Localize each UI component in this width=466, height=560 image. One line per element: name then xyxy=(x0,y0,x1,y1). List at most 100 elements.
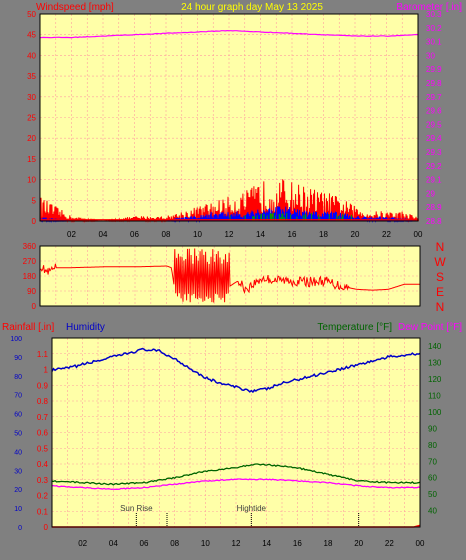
temperature-tick-label: 130 xyxy=(428,359,442,368)
climate-x-tick-label: 10 xyxy=(201,539,210,548)
humidity-tick-label: 40 xyxy=(14,449,22,456)
direction-series-line xyxy=(39,248,420,303)
temperature-tick-label: 60 xyxy=(428,474,437,483)
barometer-tick-label: 30 xyxy=(426,51,435,60)
windspeed-tick-label: 45 xyxy=(27,31,36,40)
wind-x-tick-label: 00 xyxy=(414,230,423,239)
direction-tick-label: 0 xyxy=(32,302,37,311)
rainfall-tick-label: 0.1 xyxy=(37,507,49,516)
climate-x-tick-label: 02 xyxy=(78,539,87,548)
wind-x-tick-label: 10 xyxy=(193,230,202,239)
rain-humidity-temperature-panel: 0 0.1 0.2 0.3 0.4 0.5 0.6 0.7 0.8 0.9 1 1.1 0 10 20 30 4… xyxy=(10,336,442,548)
compass-label: S xyxy=(436,270,444,284)
rainfall-tick-label: 0.8 xyxy=(37,397,49,406)
humidity-tick-label: 30 xyxy=(14,468,22,475)
windspeed-tick-label: 20 xyxy=(27,134,36,143)
barometer-tick-label: 29.2 xyxy=(426,162,442,171)
wind-x-tick-label: 08 xyxy=(162,230,171,239)
wind-x-tick-label: 18 xyxy=(319,230,328,239)
temperature-tick-label: 140 xyxy=(428,342,442,351)
compass-label: E xyxy=(436,285,444,299)
rainfall-tick-label: 0.7 xyxy=(37,413,49,422)
barometer-tick-label: 29.4 xyxy=(426,134,442,143)
wind-plot-frame xyxy=(39,13,419,222)
dewpoint-series-line xyxy=(51,478,421,491)
windspeed-tick-label: 10 xyxy=(27,176,36,185)
direction-tick-label: 180 xyxy=(23,272,37,281)
rainfall-tick-label: 0.5 xyxy=(37,444,49,453)
temperature-series-line xyxy=(51,463,421,486)
climate-x-tick-label: 00 xyxy=(416,539,425,548)
barometer-tick-label: 30.3 xyxy=(426,10,442,19)
barometer-tick-label: 30.2 xyxy=(426,24,442,33)
temperature-tick-label: 40 xyxy=(428,507,437,516)
barometer-tick-label: 29.5 xyxy=(426,120,442,129)
windspeed-tick-label: 30 xyxy=(27,93,36,102)
windspeed-tick-label: 35 xyxy=(27,72,36,81)
barometer-tick-label: 28.8 xyxy=(426,217,442,226)
windspeed-tick-label: 25 xyxy=(27,114,36,123)
humidity-tick-label: 80 xyxy=(14,374,22,381)
climate-x-tick-label: 04 xyxy=(109,539,118,548)
barometer-tick-label: 29.8 xyxy=(426,79,442,88)
chart-title: 24 hour graph day May 13 2025 xyxy=(181,2,323,13)
temperature-tick-label: 110 xyxy=(428,392,441,401)
climate-x-tick-label: 14 xyxy=(262,539,271,548)
humidity-tick-label: 70 xyxy=(14,393,22,400)
compass-label: N xyxy=(436,300,445,314)
humidity-tick-label: 90 xyxy=(14,355,22,362)
humidity-tick-label: 0 xyxy=(18,525,22,532)
humidity-axis-label: Humidity xyxy=(66,322,105,333)
temperature-tick-label: 50 xyxy=(428,490,437,499)
windspeed-axis-label: Windspeed [mph] xyxy=(36,2,114,13)
wind-x-tick-label: 12 xyxy=(225,230,234,239)
humidity-tick-label: 100 xyxy=(10,336,22,343)
compass-label: W xyxy=(434,255,446,269)
direction-tick-label: 90 xyxy=(27,287,36,296)
windspeed-tick-label: 40 xyxy=(27,51,36,60)
wind-x-tick-label: 22 xyxy=(382,230,391,239)
climate-x-tick-label: 16 xyxy=(293,539,302,548)
humidity-tick-label: 20 xyxy=(14,487,22,494)
event-label: Hightide xyxy=(237,504,267,513)
barometer-tick-label: 29.6 xyxy=(426,107,442,116)
dewpoint-axis-label: Dew Point [°F] xyxy=(398,322,462,333)
temperature-tick-label: 90 xyxy=(428,424,437,433)
climate-x-tick-label: 22 xyxy=(385,539,394,548)
temperature-tick-label: 100 xyxy=(428,408,442,417)
climate-x-tick-label: 20 xyxy=(354,539,363,548)
barometer-series-line xyxy=(39,29,419,39)
barometer-tick-label: 29.9 xyxy=(426,65,442,74)
humidity-series-line xyxy=(51,347,421,394)
climate-x-tick-label: 08 xyxy=(170,539,179,548)
rainfall-tick-label: 0.6 xyxy=(37,429,49,438)
wind-x-tick-label: 04 xyxy=(99,230,108,239)
temperature-tick-label: 80 xyxy=(428,441,437,450)
windspeed-tick-label: 50 xyxy=(27,10,36,19)
compass-label: N xyxy=(436,240,445,254)
windspeed-tick-label: 5 xyxy=(32,196,37,205)
barometer-tick-label: 28.9 xyxy=(426,203,442,212)
direction-tick-label: 360 xyxy=(23,242,37,251)
rainfall-tick-label: 0.4 xyxy=(37,460,49,469)
barometer-tick-label: 30.1 xyxy=(426,38,442,47)
event-label: Sun Rise xyxy=(120,504,153,513)
temperature-tick-label: 120 xyxy=(428,375,442,384)
rainfall-tick-label: 1.1 xyxy=(37,350,49,359)
barometer-tick-label: 29 xyxy=(426,189,435,198)
humidity-tick-label: 60 xyxy=(14,412,22,419)
wind-x-tick-label: 20 xyxy=(351,230,360,239)
barometer-tick-label: 29.7 xyxy=(426,93,442,102)
direction-tick-label: 270 xyxy=(23,257,37,266)
rainfall-tick-label: 1 xyxy=(44,366,49,375)
wind-x-tick-label: 16 xyxy=(288,230,297,239)
rainfall-axis-label: Rainfall [.in] xyxy=(2,322,54,333)
climate-x-tick-label: 12 xyxy=(232,539,241,548)
rainfall-tick-label: 0.2 xyxy=(37,492,49,501)
climate-plot-frame xyxy=(51,337,421,528)
windspeed-tick-label: 15 xyxy=(27,155,36,164)
rainfall-tick-label: 0.9 xyxy=(37,381,49,390)
